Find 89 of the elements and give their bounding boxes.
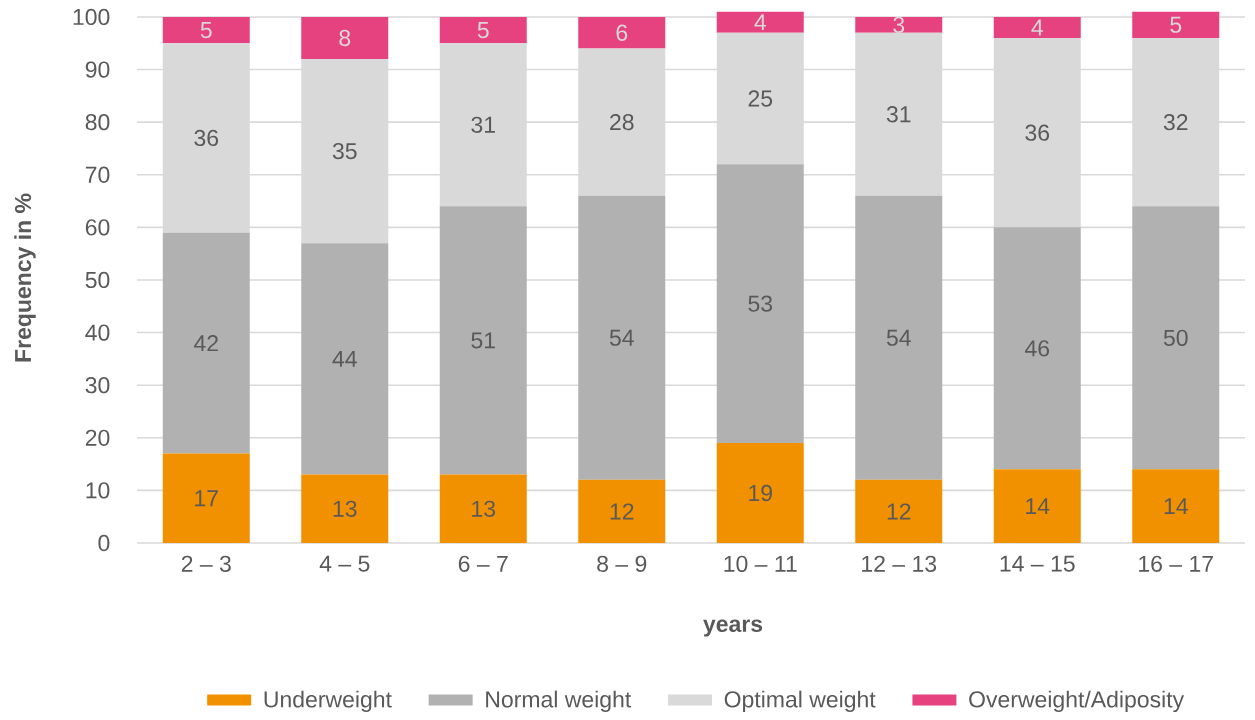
legend-label: Overweight/Adiposity xyxy=(969,690,1185,713)
legend-label: Underweight xyxy=(264,690,392,713)
data-label: 3 xyxy=(893,16,905,33)
data-label: 42 xyxy=(193,335,218,352)
bar xyxy=(716,443,804,543)
data-label: 12 xyxy=(610,503,634,520)
x-tick-label: 12 – 13 xyxy=(862,555,937,572)
data-label: 17 xyxy=(195,490,218,507)
y-tick-label: 70 xyxy=(85,166,110,183)
x-tick-label: 14 – 15 xyxy=(1000,555,1075,572)
data-label: 31 xyxy=(471,116,495,133)
legend-label: Normal weight xyxy=(486,690,632,713)
y-tick-label: 0 xyxy=(98,534,110,552)
data-label: 5 xyxy=(1170,16,1182,33)
data-label: 44 xyxy=(332,350,357,367)
data-label: 32 xyxy=(1163,114,1188,131)
bar xyxy=(578,16,666,49)
bar xyxy=(716,11,804,33)
bar xyxy=(716,32,804,165)
x-axis-title: years xyxy=(703,619,763,637)
x-tick-label: 10 – 11 xyxy=(724,555,797,572)
bar xyxy=(1132,469,1220,543)
data-label: 13 xyxy=(472,500,496,517)
bar xyxy=(578,195,666,480)
data-label: 31 xyxy=(886,106,911,123)
data-label: 19 xyxy=(749,484,772,502)
bar xyxy=(439,16,527,44)
y-tick-label: 40 xyxy=(85,324,110,341)
bar xyxy=(162,43,250,233)
data-label: 25 xyxy=(748,90,773,107)
data-label: 13 xyxy=(333,500,357,517)
data-label: 51 xyxy=(471,332,495,349)
data-label: 28 xyxy=(610,114,634,131)
x-tick-label: 4 – 5 xyxy=(319,555,370,572)
data-label: 4 xyxy=(1031,19,1043,36)
bar xyxy=(301,243,389,475)
bar xyxy=(855,16,943,33)
y-tick-label: 30 xyxy=(85,377,110,394)
bar xyxy=(439,474,527,543)
x-tick-label: 8 – 9 xyxy=(597,555,647,572)
data-label: 6 xyxy=(616,24,628,41)
bar xyxy=(578,48,666,196)
y-tick-label: 80 xyxy=(85,114,110,131)
bar xyxy=(578,479,666,543)
bar xyxy=(855,479,943,543)
y-tick-label: 90 xyxy=(85,61,110,78)
bar xyxy=(716,164,804,444)
bar xyxy=(162,232,250,454)
data-label: 54 xyxy=(609,329,634,346)
bar xyxy=(993,469,1081,543)
bar xyxy=(439,43,527,207)
data-label: 12 xyxy=(887,503,911,520)
bar xyxy=(301,474,389,543)
data-label: 5 xyxy=(200,22,212,39)
data-label: 54 xyxy=(886,329,911,346)
data-label: 36 xyxy=(1025,124,1050,141)
bar xyxy=(1132,37,1220,207)
data-label: 46 xyxy=(1024,340,1050,357)
x-tick-label: 16 – 17 xyxy=(1139,555,1213,572)
data-label: 5 xyxy=(477,22,489,39)
data-label: 8 xyxy=(339,29,351,47)
y-tick-label: 50 xyxy=(85,271,110,289)
data-label: 53 xyxy=(748,295,773,312)
y-tick-label: 100 xyxy=(73,8,110,26)
bar xyxy=(1132,11,1220,38)
bar xyxy=(162,16,250,44)
bar xyxy=(301,59,389,244)
bar xyxy=(855,32,943,196)
data-label: 14 xyxy=(1026,498,1050,515)
bar xyxy=(993,227,1081,470)
y-axis-title: Frequency in % xyxy=(14,193,36,362)
y-tick-label: 10 xyxy=(86,482,110,499)
x-tick-label: 6 – 7 xyxy=(458,555,508,572)
y-tick-label: 20 xyxy=(85,429,110,446)
y-tick-label: 60 xyxy=(85,219,110,236)
data-label: 36 xyxy=(194,129,219,147)
data-label: 35 xyxy=(332,142,357,160)
bar xyxy=(439,206,527,475)
legend-label: Optimal weight xyxy=(724,690,876,713)
bar xyxy=(162,453,250,543)
bar xyxy=(993,16,1081,38)
bar xyxy=(1132,206,1220,470)
bar xyxy=(301,16,389,60)
data-label: 50 xyxy=(1163,329,1188,346)
data-label: 14 xyxy=(1164,498,1188,515)
bar xyxy=(993,37,1081,228)
bar xyxy=(855,195,943,480)
data-label: 4 xyxy=(754,14,766,31)
x-tick-label: 2 – 3 xyxy=(181,555,231,572)
